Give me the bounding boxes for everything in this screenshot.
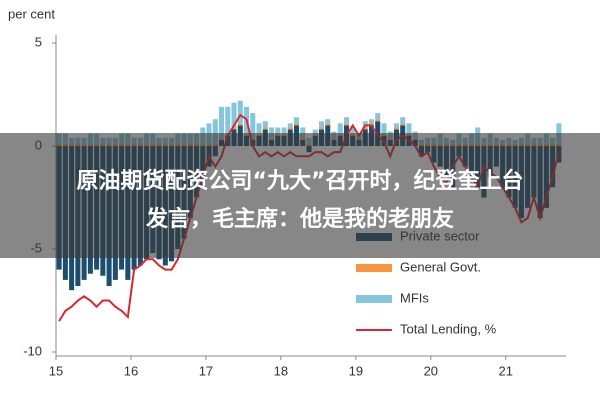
bar-segment [368,123,374,126]
bar-segment [375,119,381,122]
x-tick-label: 20 [424,363,438,378]
bar-segment [362,121,368,128]
bar-segment [231,102,237,128]
x-tick-label: 15 [49,363,63,378]
legend-label: MFIs [400,290,429,305]
bar-segment [268,127,275,138]
bar-segment [318,121,325,128]
overlay-banner [0,133,600,258]
bar-segment [312,129,318,134]
bar-segment [337,123,343,134]
bar-segment [225,106,231,134]
y-axis-label: per cent [8,6,55,21]
bar-segment [368,119,374,124]
bar-segment [212,119,218,144]
bar-segment [293,123,300,126]
bar-segment [393,127,399,130]
bar-segment [362,127,368,130]
overlay-text: 原油期货配资公司“九大”召开时，纪登奎上台 [77,168,524,194]
bar-segment [406,123,412,134]
legend-swatch [356,264,392,272]
bar-segment [287,123,293,128]
bar-segment [381,123,387,134]
bar-segment [350,127,356,134]
bar-segment [287,127,293,130]
overlay-text: 发言，毛主席：他是我的老朋友 [145,206,454,232]
legend-label: General Govt. [400,259,481,274]
x-tick-label: 19 [349,363,363,378]
bar-segment [343,123,350,126]
bar-segment [325,123,331,126]
bar-segment [393,123,399,128]
y-tick-label: -10 [23,343,42,358]
bar-segment [219,106,225,138]
bar-segment [325,119,331,124]
bar-segment [281,127,287,134]
bar-segment [375,113,381,120]
x-tick-label: 16 [124,363,138,378]
bar-segment [343,117,350,124]
legend-swatch [356,295,392,303]
x-tick-label: 21 [499,363,513,378]
y-tick-label: 5 [35,34,42,49]
x-tick-label: 17 [199,363,213,378]
bar-segment [400,117,406,124]
bar-segment [300,127,306,138]
bar-segment [262,121,268,128]
legend-label: Total Lending, % [400,321,497,336]
bar-segment [262,127,268,130]
bar-segment [237,100,243,124]
x-tick-label: 18 [274,363,288,378]
bar-segment [400,123,406,126]
bar-segment [275,127,281,134]
bar-segment [256,123,262,134]
bar-segment [231,127,237,130]
bar-segment [293,117,300,124]
bar-segment [250,113,256,138]
bar-segment [318,127,325,130]
bar-segment [237,123,243,126]
